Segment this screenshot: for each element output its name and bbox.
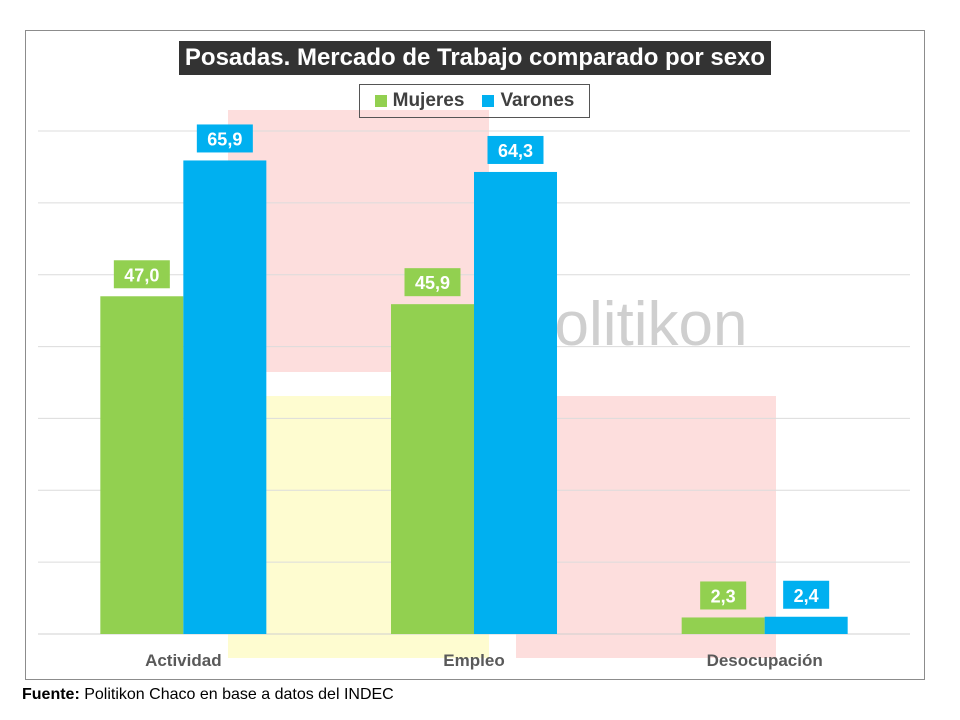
- bar-mujeres-2: [681, 617, 765, 634]
- watermark-text: politikon: [520, 290, 747, 359]
- data-label-box: [487, 135, 544, 164]
- x-tick-label: Actividad: [145, 651, 222, 670]
- data-label: 47,0: [124, 265, 159, 285]
- data-label: 2,4: [794, 586, 819, 606]
- legend-label-mujeres: Mujeres: [392, 90, 465, 111]
- data-label: 45,9: [415, 273, 450, 293]
- source-label: Fuente:: [22, 686, 80, 703]
- legend-item-varones: Varones: [482, 90, 574, 112]
- x-tick-label: Empleo: [443, 651, 504, 670]
- data-label-box: [404, 268, 461, 297]
- legend-swatch-varones: [482, 95, 495, 107]
- bar-varones-2: [764, 616, 848, 634]
- chart-title: Posadas. Mercado de Trabajo comparado po…: [179, 41, 771, 75]
- bar-varones-0: [183, 160, 267, 634]
- bar-mujeres-0: [100, 296, 184, 634]
- data-label: 64,3: [498, 141, 533, 161]
- legend: Mujeres Varones: [359, 84, 590, 118]
- watermark: politikon: [228, 110, 776, 658]
- source-text: Politikon Chaco en base a datos del INDE…: [79, 686, 394, 703]
- legend-label-varones: Varones: [500, 90, 575, 111]
- chart-frame: [25, 30, 925, 680]
- data-label-box: [113, 260, 170, 289]
- data-label-box: [783, 580, 830, 609]
- data-label-box: [196, 124, 253, 153]
- legend-swatch-mujeres: [374, 95, 387, 107]
- data-label: 2,3: [711, 586, 736, 606]
- watermark-rect-pink-bottom: [516, 396, 776, 658]
- source-note: Fuente: Politikon Chaco en base a datos …: [22, 686, 394, 704]
- legend-item-mujeres: Mujeres: [374, 90, 465, 112]
- x-tick-label: Desocupación: [707, 651, 823, 670]
- bar-varones-1: [474, 171, 557, 635]
- bar-mujeres-1: [391, 304, 474, 634]
- data-label-box: [700, 581, 747, 610]
- data-label: 65,9: [207, 129, 242, 149]
